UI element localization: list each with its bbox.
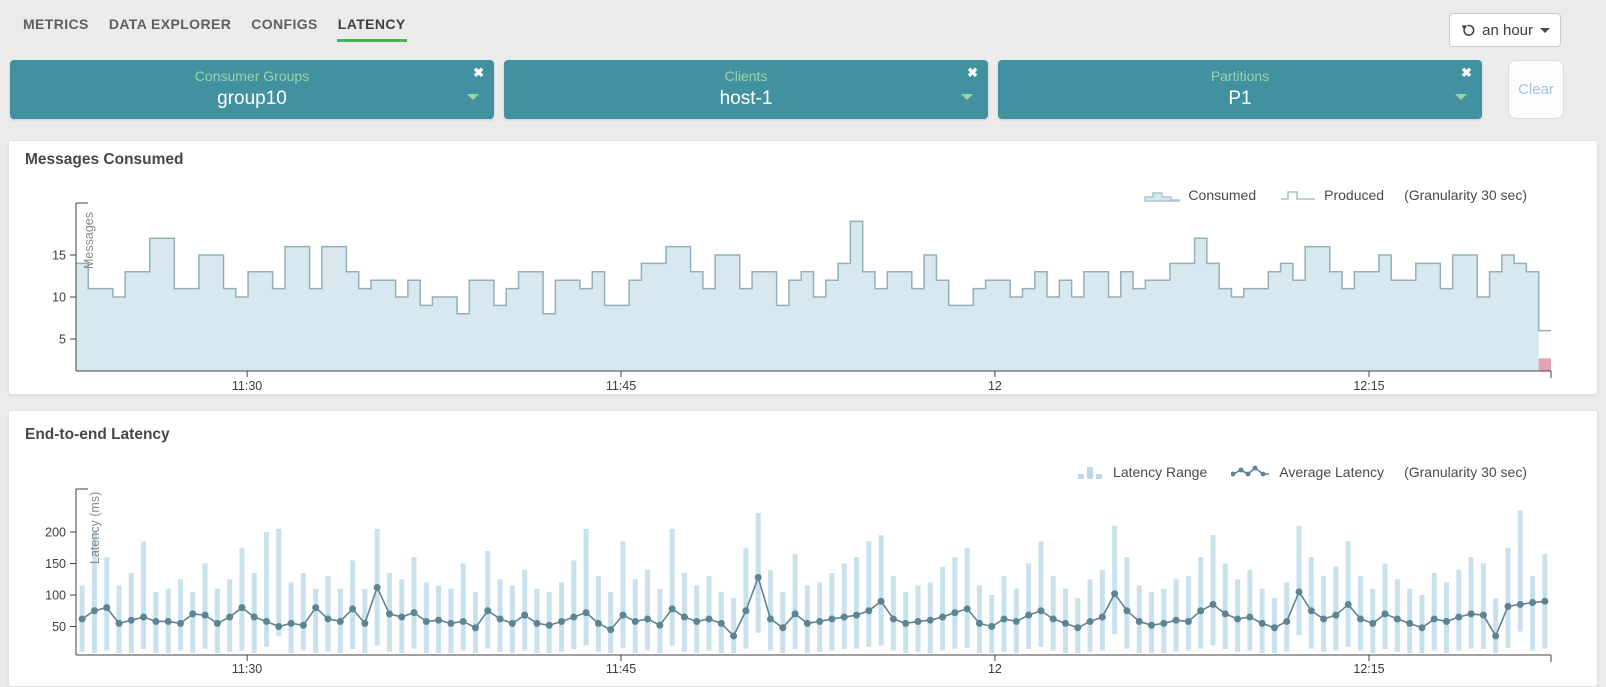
caret-down-icon[interactable] <box>467 94 479 100</box>
legend-label: Produced <box>1324 187 1385 203</box>
svg-text:12: 12 <box>988 379 1002 393</box>
top-bar: METRICS DATA EXPLORER CONFIGS LATENCY an… <box>0 0 1606 52</box>
end-to-end-latency-panel: 50 100 150 200 11:30 11:45 12 12:15 Latency (ms)… <box>8 410 1598 687</box>
caret-down-icon <box>1540 27 1550 33</box>
svg-text:11:30: 11:30 <box>232 662 262 676</box>
filter-partitions[interactable]: ✖ Partitions P1 <box>998 60 1482 119</box>
tab-metrics[interactable]: METRICS <box>23 16 89 32</box>
messages-consumed-chart: 5 10 15 11:30 11:45 12 12:15 Messages <box>52 202 1552 393</box>
step-area-icon <box>1144 188 1181 202</box>
range-bars-icon <box>1077 465 1105 480</box>
legend-label: Consumed <box>1188 187 1257 203</box>
svg-text:12:15: 12:15 <box>1353 379 1384 393</box>
dot-line-icon <box>1231 465 1271 480</box>
svg-text:100: 100 <box>45 589 66 603</box>
svg-text:10: 10 <box>52 291 66 305</box>
filter-row: ✖ Consumer Groups group10 ✖ Clients host… <box>0 60 1606 119</box>
step-line-icon <box>1280 188 1316 202</box>
filter-consumer-groups[interactable]: ✖ Consumer Groups group10 <box>10 60 494 119</box>
chart-legend: Consumed Produced (Granularity 30 sec) <box>1144 187 1527 203</box>
svg-text:50: 50 <box>52 620 66 634</box>
time-range-label: an hour <box>1482 21 1533 39</box>
svg-text:11:45: 11:45 <box>606 662 636 676</box>
filter-clients[interactable]: ✖ Clients host-1 <box>504 60 988 119</box>
filter-label: Clients <box>724 68 768 84</box>
refresh-icon <box>1460 23 1475 38</box>
svg-text:15: 15 <box>52 249 66 263</box>
clear-filters-button[interactable]: Clear <box>1508 60 1564 119</box>
caret-down-icon[interactable] <box>961 94 973 100</box>
messages-consumed-panel: 5 10 15 11:30 11:45 12 12:15 Messages Messages … <box>8 140 1598 395</box>
granularity-label: (Granularity 30 sec) <box>1404 187 1527 203</box>
tab-data-explorer[interactable]: DATA EXPLORER <box>108 16 232 32</box>
svg-text:12: 12 <box>988 662 1002 676</box>
legend-label: Average Latency <box>1279 464 1385 480</box>
latency-chart: 50 100 150 200 11:30 11:45 12 12:15 Latency (ms) <box>45 488 1552 676</box>
svg-text:150: 150 <box>45 557 66 571</box>
panel-title: Messages Consumed <box>25 151 184 168</box>
close-icon[interactable]: ✖ <box>967 65 978 80</box>
time-range-picker[interactable]: an hour <box>1449 13 1561 47</box>
panel-title: End-to-end Latency <box>25 426 170 443</box>
svg-text:11:30: 11:30 <box>232 379 262 393</box>
legend-label: Latency Range <box>1113 464 1208 480</box>
tab-latency[interactable]: LATENCY <box>336 14 407 42</box>
filter-label: Partitions <box>1210 68 1270 84</box>
chart-legend: Latency Range Average Latency (Granulari… <box>1077 464 1527 480</box>
filter-value: group10 <box>217 88 287 109</box>
svg-text:Latency (ms): Latency (ms) <box>88 492 102 564</box>
svg-text:12:15: 12:15 <box>1353 662 1384 676</box>
granularity-label: (Granularity 30 sec) <box>1404 464 1527 480</box>
close-icon[interactable]: ✖ <box>473 65 484 80</box>
svg-text:200: 200 <box>45 526 66 540</box>
svg-text:5: 5 <box>59 333 66 347</box>
filter-value: P1 <box>1228 88 1252 109</box>
svg-text:11:45: 11:45 <box>606 379 636 393</box>
filter-value: host-1 <box>719 88 773 109</box>
caret-down-icon[interactable] <box>1455 94 1467 100</box>
tab-configs[interactable]: CONFIGS <box>251 16 318 32</box>
svg-text:Messages: Messages <box>82 212 96 269</box>
main-tabs: METRICS DATA EXPLORER CONFIGS LATENCY <box>22 14 407 42</box>
filter-label: Consumer Groups <box>194 68 310 84</box>
close-icon[interactable]: ✖ <box>1461 65 1472 80</box>
